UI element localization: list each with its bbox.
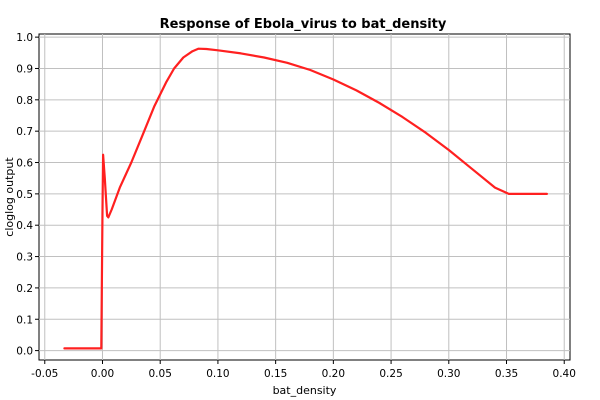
x-tick-label: 0.15 <box>264 368 287 380</box>
x-axis: -0.05 0.00 0.05 0.10 0.15 0.20 0.25 0.30 0.35 0.4… <box>31 360 576 380</box>
chart-title: Response of Ebola_virus to bat_density <box>160 17 447 32</box>
y-tick-label: 0.2 <box>16 283 33 295</box>
x-tick-label: 0.05 <box>149 368 172 380</box>
y-axis: 0.0 0.1 0.2 0.3 0.4 0.5 0.6 0.7 0.8 0.9 1.0 <box>16 32 39 358</box>
y-tick-label: 0.8 <box>16 95 33 107</box>
x-axis-label: bat_density <box>273 384 337 397</box>
series-layer <box>63 47 549 350</box>
x-tick-label: 0.40 <box>553 368 576 380</box>
x-tick-label: 0.10 <box>206 368 229 380</box>
y-tick-label: 0.9 <box>16 63 33 75</box>
y-tick-label: 0.4 <box>16 220 33 232</box>
grid <box>39 34 570 360</box>
x-tick-label: 0.20 <box>322 368 345 380</box>
plot-area <box>38 33 571 361</box>
y-axis-label: cloglog output <box>3 157 16 237</box>
x-tick-label: 0.30 <box>437 368 460 380</box>
x-tick-label: 0.35 <box>495 368 518 380</box>
y-tick-label: 0.5 <box>16 189 33 201</box>
y-tick-label: 0.7 <box>16 126 33 138</box>
y-tick-label: 0.6 <box>16 158 33 170</box>
series-line <box>63 47 549 350</box>
x-tick-label: -0.05 <box>31 368 58 380</box>
y-tick-label: 0.3 <box>16 252 33 264</box>
y-tick-label: 0.0 <box>16 346 33 358</box>
x-tick-label: 0.00 <box>91 368 114 380</box>
y-tick-label: 0.1 <box>16 314 33 326</box>
y-tick-label: 1.0 <box>16 32 33 44</box>
x-tick-label: 0.25 <box>379 368 402 380</box>
